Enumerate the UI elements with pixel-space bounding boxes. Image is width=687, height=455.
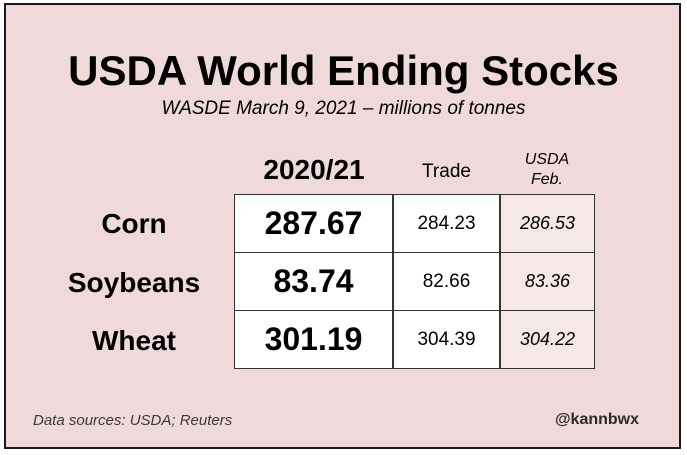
chart-subtitle: WASDE March 9, 2021 – millions of tonnes <box>161 98 526 119</box>
cell-corn-2020-21: 287.67 <box>234 194 393 253</box>
row-label-corn: Corn <box>101 208 167 239</box>
column-header-usda-feb: USDA Feb. <box>500 150 594 190</box>
cell-corn-usda-feb: 286.53 <box>500 194 595 253</box>
chart-title: USDA World Ending Stocks <box>68 47 619 94</box>
column-header-2020-21: 2020/21 <box>263 154 365 185</box>
column-header-usda-line2: Feb. <box>530 171 563 188</box>
row-label-soybeans: Soybeans <box>67 267 201 298</box>
cell-wheat-trade: 304.39 <box>393 310 500 369</box>
column-header-trade: Trade <box>422 161 471 182</box>
row-label-wheat: Wheat <box>92 325 176 356</box>
cell-soybeans-trade: 82.66 <box>393 252 500 311</box>
column-header-usda-line1: USDA <box>524 151 570 168</box>
cell-corn-trade: 284.23 <box>393 194 500 253</box>
cell-wheat-2020-21: 301.19 <box>234 310 393 369</box>
data-source-note: Data sources: USDA; Reuters <box>33 412 233 429</box>
cell-wheat-usda-feb: 304.22 <box>500 310 595 369</box>
cell-soybeans-2020-21: 83.74 <box>234 252 393 311</box>
cell-soybeans-usda-feb: 83.36 <box>500 252 595 311</box>
author-handle: @kannbwx <box>554 411 639 428</box>
